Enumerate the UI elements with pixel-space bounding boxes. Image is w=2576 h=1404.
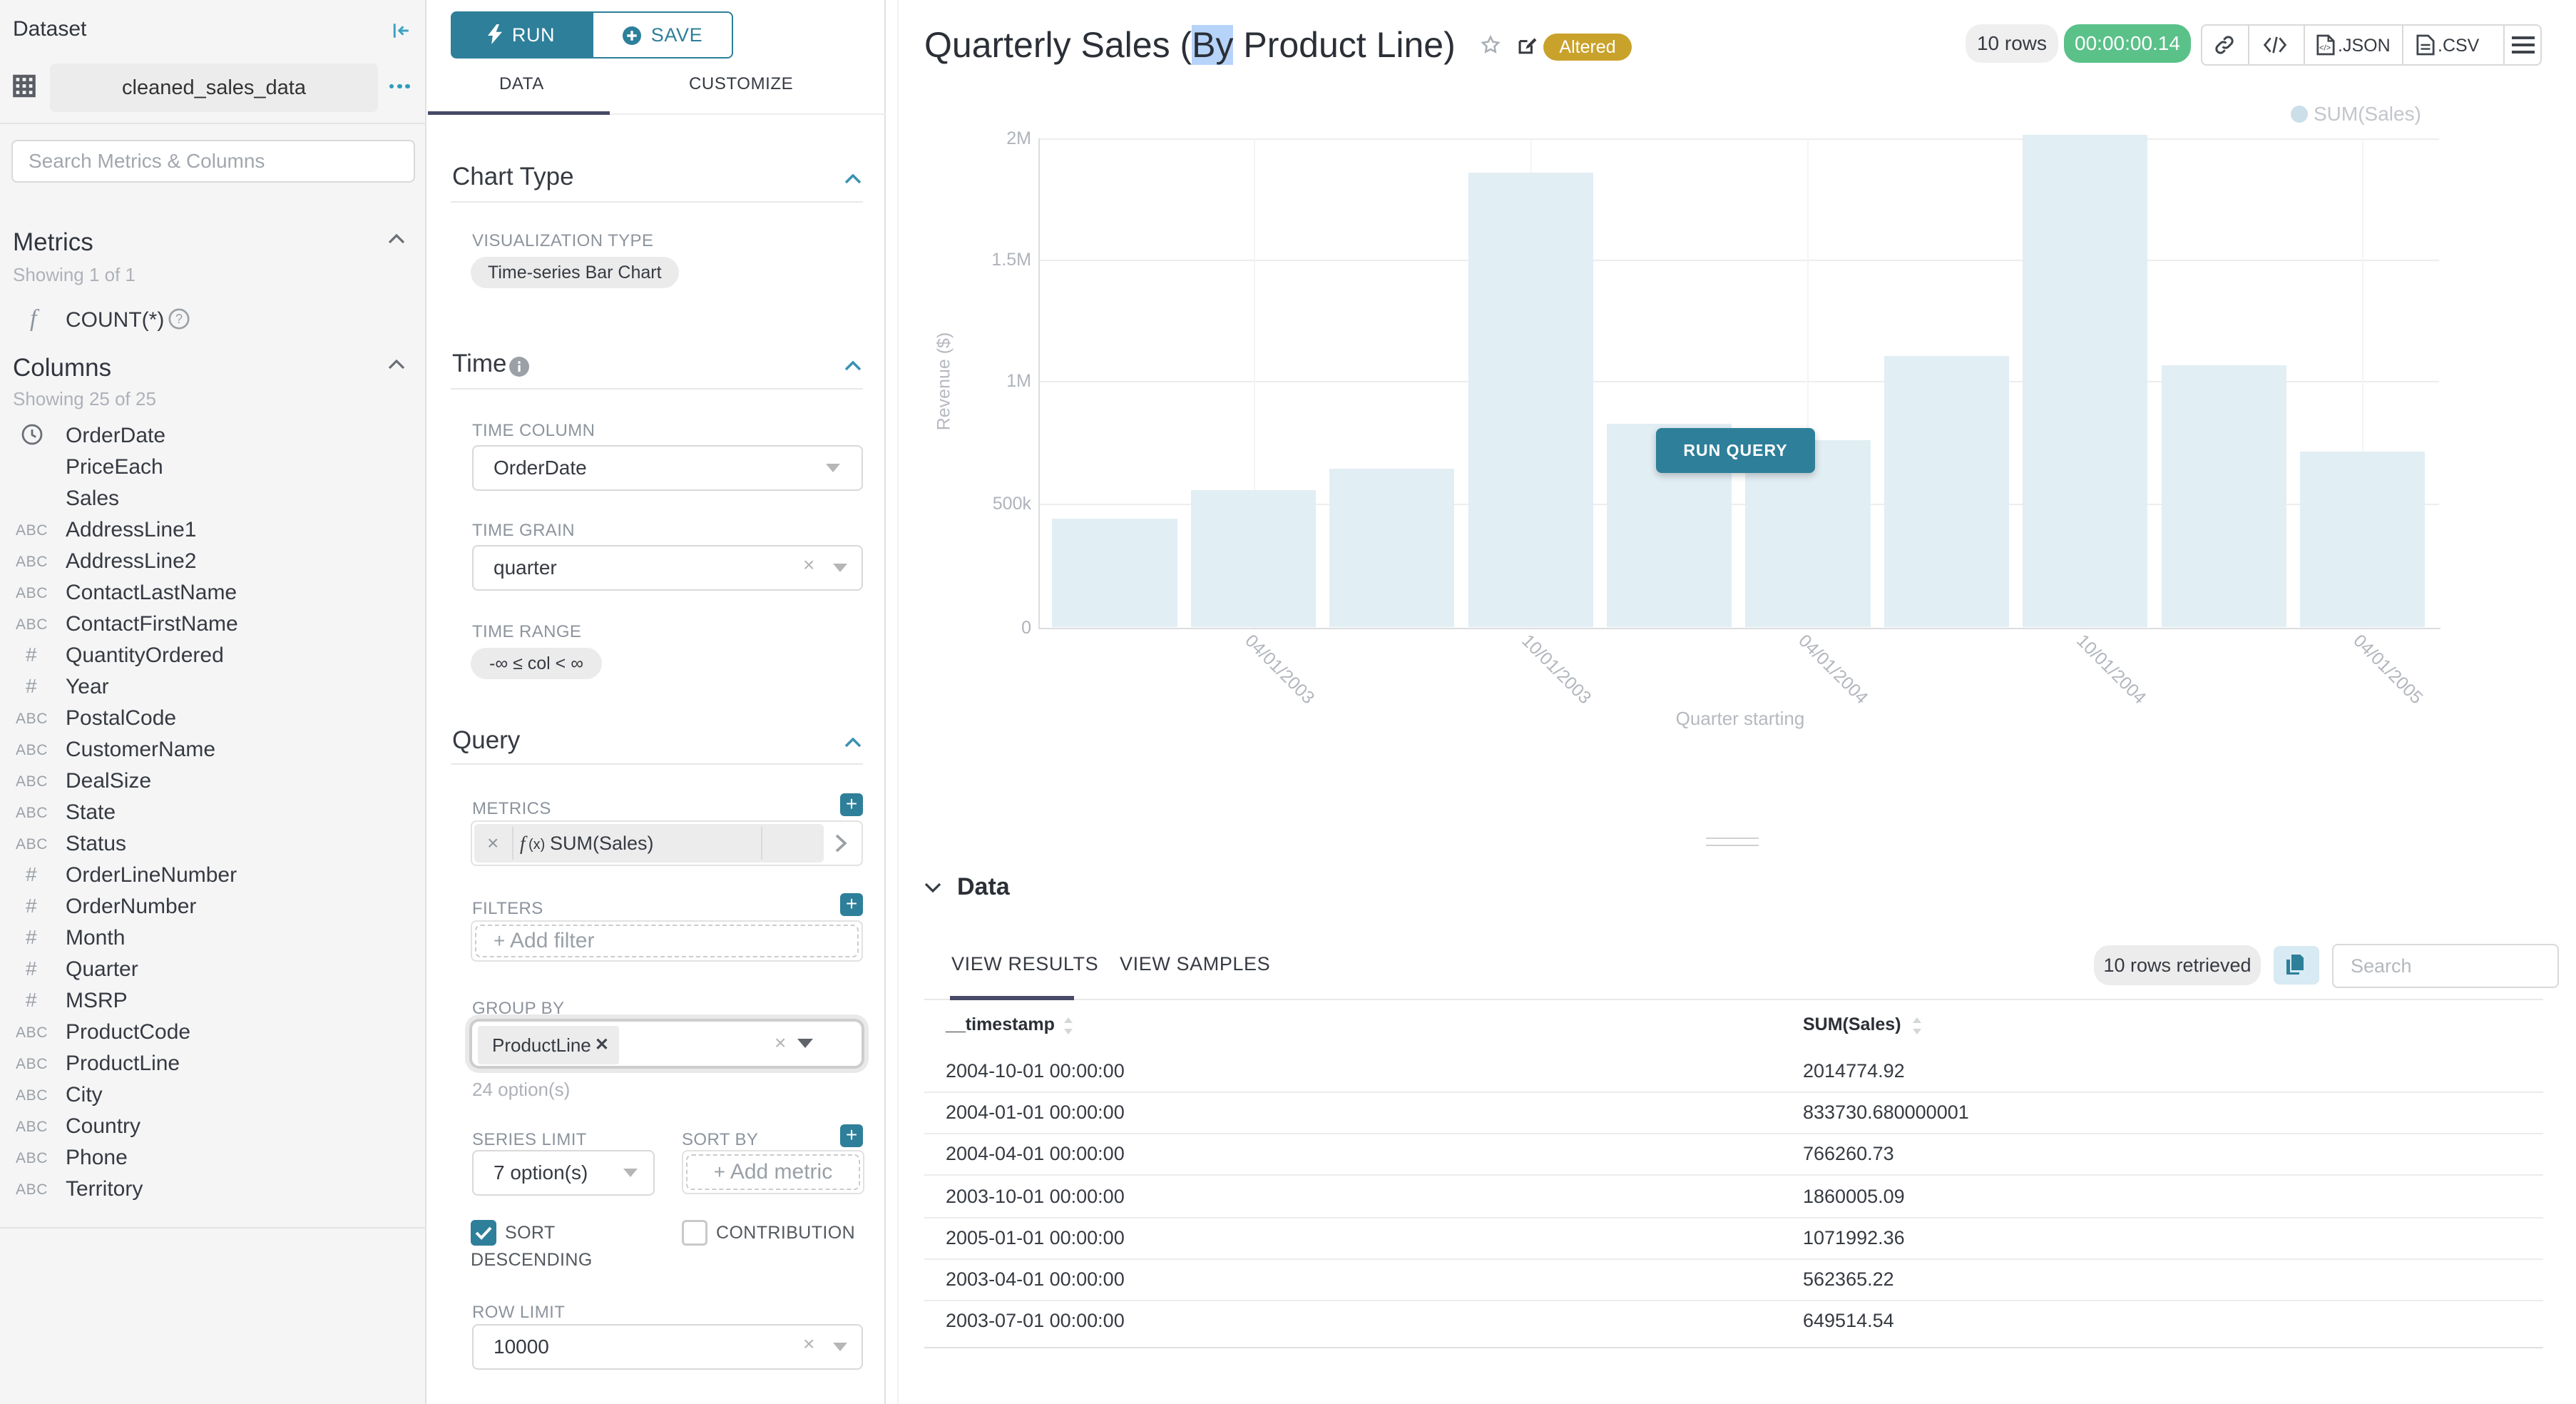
svg-text:</>: </> [2319,44,2331,52]
svg-text:?: ? [175,312,183,326]
